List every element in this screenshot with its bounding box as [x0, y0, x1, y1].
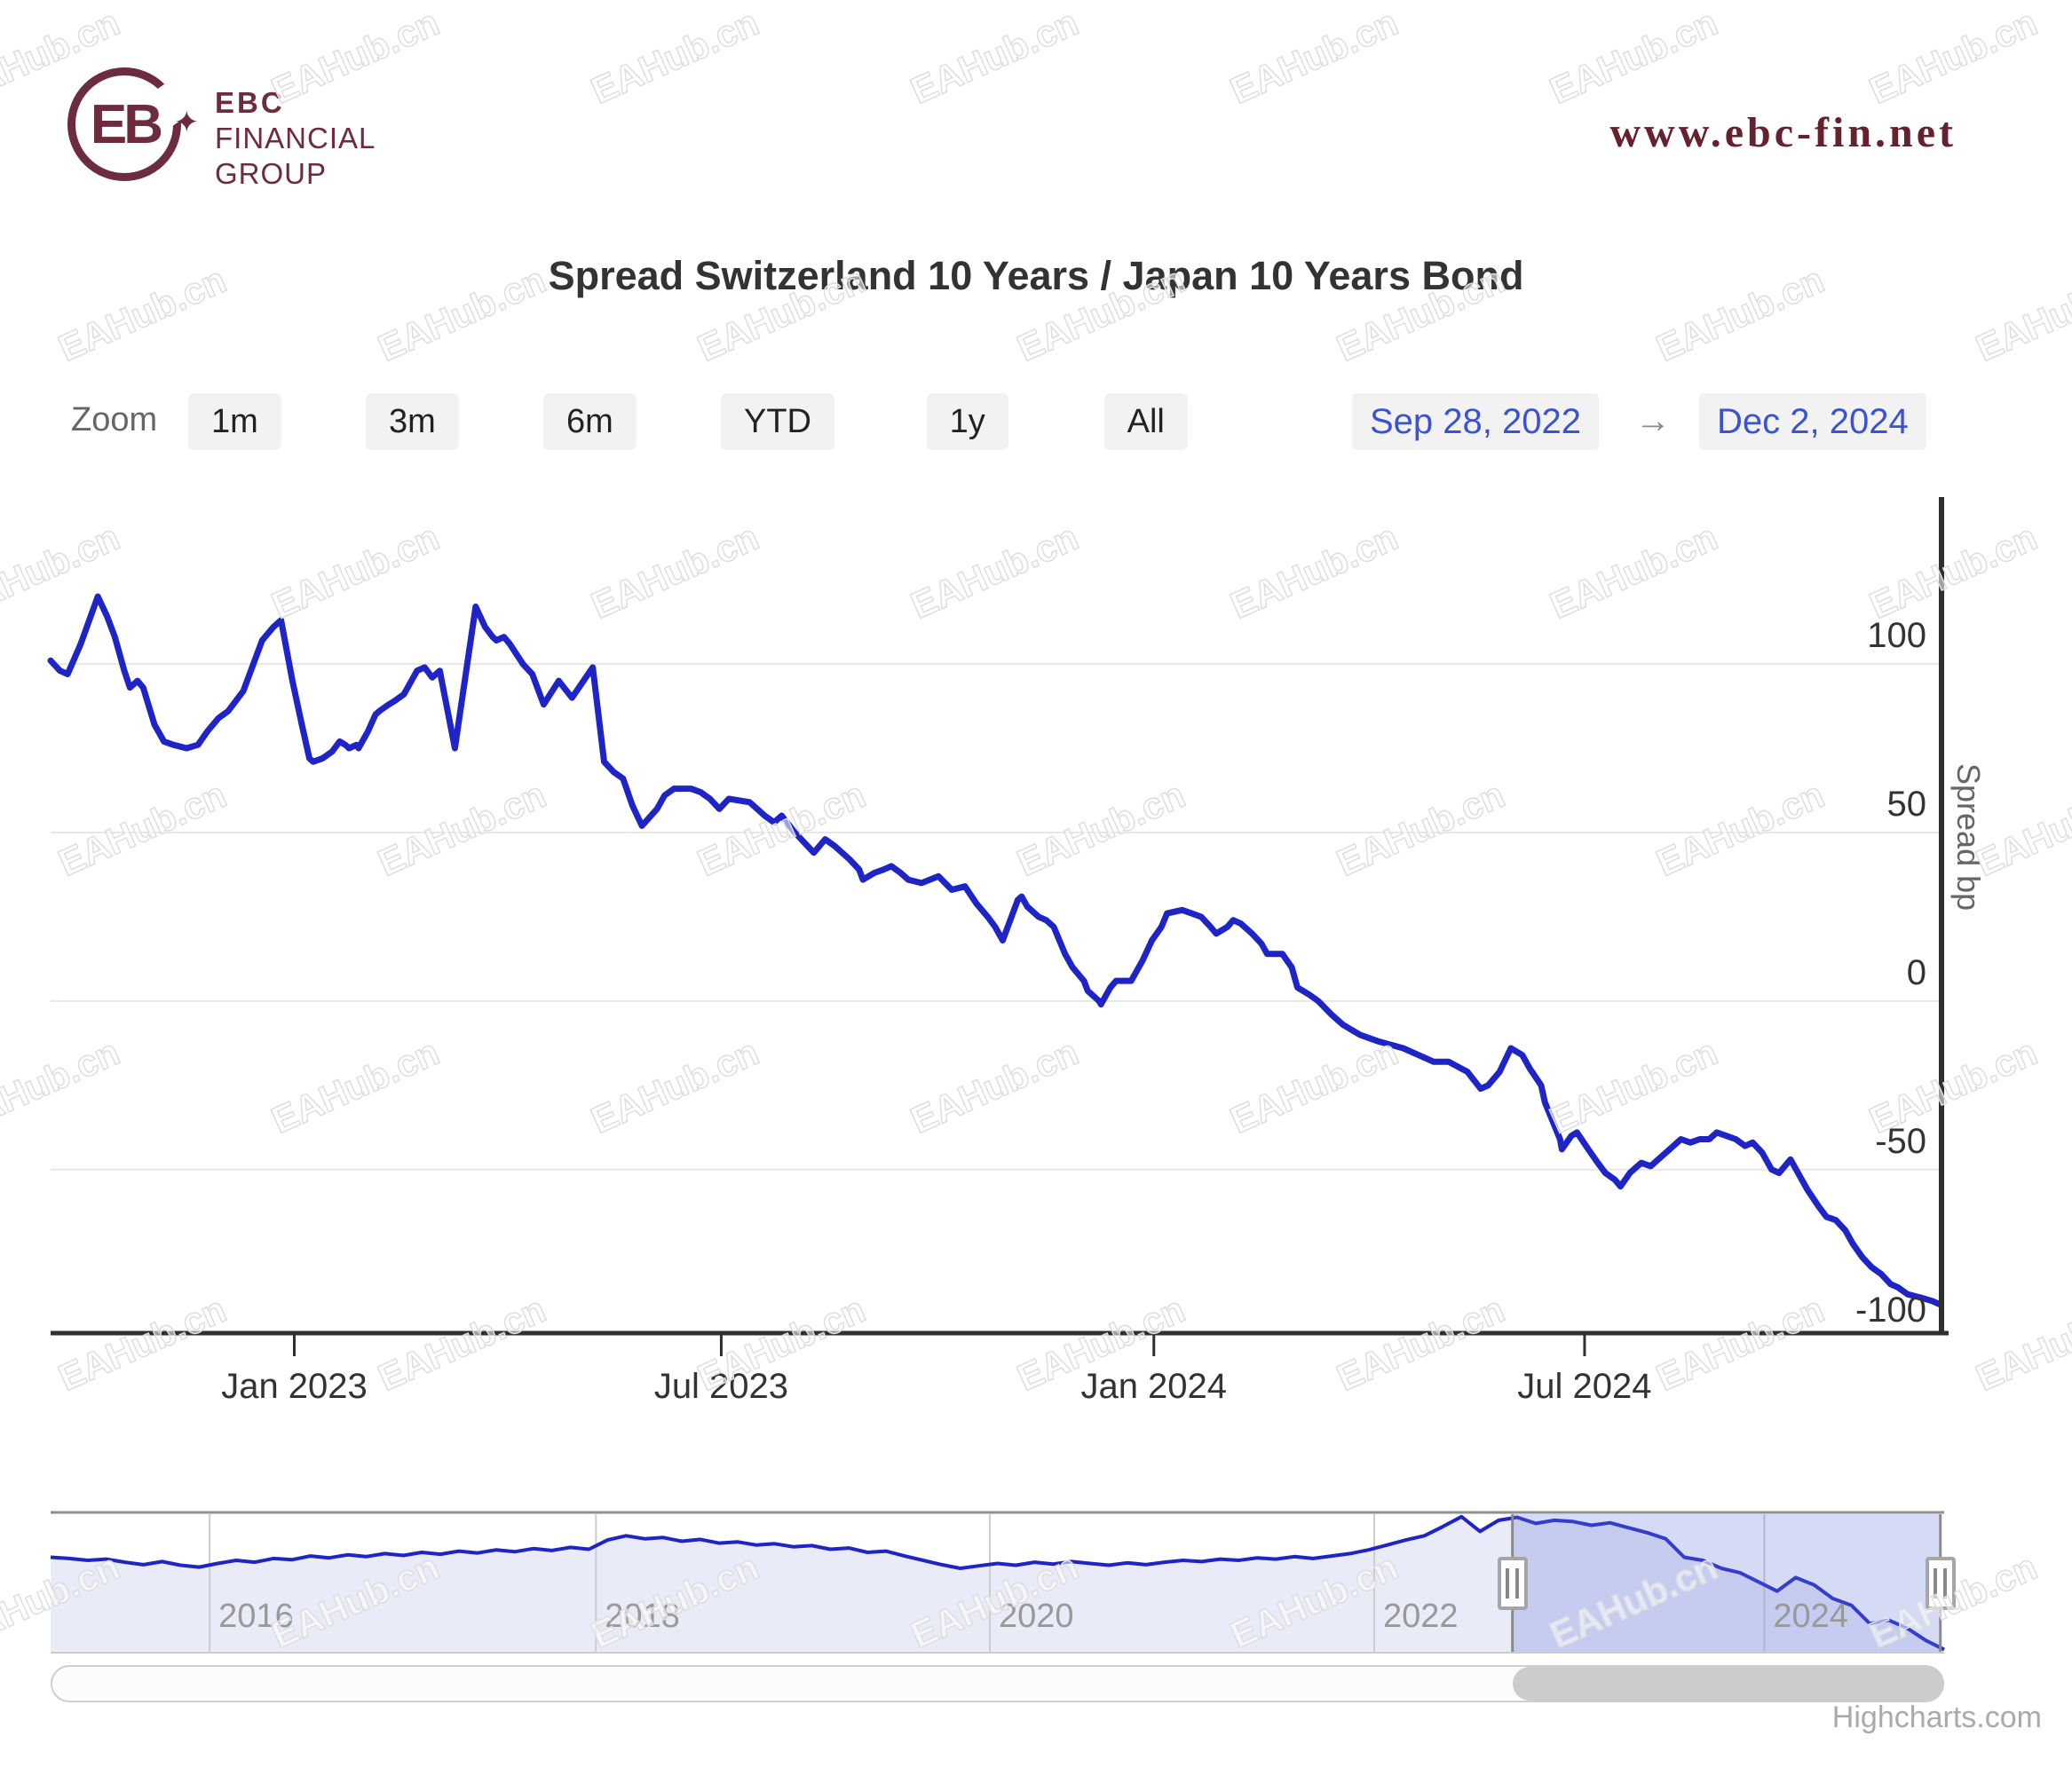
logo-line-1: EBC [215, 86, 285, 119]
navigator-right-handle[interactable] [1925, 1557, 1956, 1610]
x-axis-label: Jan 2023 [221, 1367, 368, 1406]
logo-line-3: GROUP [215, 157, 328, 190]
y-axis-label: -50 [1875, 1121, 1926, 1161]
navigator-year-label: 2022 [1382, 1598, 1459, 1635]
logo-line-2: FINANCIAL [215, 122, 376, 154]
zoom-button-1m[interactable]: 1m [188, 393, 281, 450]
x-axis-label: Jul 2023 [653, 1367, 789, 1406]
x-axis-label: Jan 2024 [1080, 1367, 1228, 1406]
y-axis-title: Spread bp [1950, 763, 1987, 912]
navigator-year-label: 2018 [605, 1598, 680, 1635]
zoom-button-6m[interactable]: 6m [543, 393, 637, 450]
page-title: Spread Switzerland 10 Years / Japan 10 Y… [548, 253, 1524, 298]
ebc-logo-monogram: EB [90, 94, 163, 155]
range-from-input[interactable]: Sep 28, 2022 [1352, 393, 1599, 450]
zoom-button-1y[interactable]: 1y [926, 393, 1008, 450]
scrollbar-thumb[interactable] [1512, 1667, 1944, 1701]
zoom-label: Zoom [71, 401, 158, 438]
sparkle-icon: ✦ [174, 106, 200, 139]
navigator-series-line [50, 1514, 1945, 1652]
zoom-button-ytd[interactable]: YTD [721, 393, 834, 450]
navigator-left-handle[interactable] [1497, 1557, 1528, 1610]
y-axis-label: -100 [1855, 1290, 1926, 1330]
range-arrow-icon: → [1635, 401, 1671, 440]
ebc-logo-text: EBC FINANCIAL GROUP [215, 85, 376, 192]
y-axis-label: 50 [1886, 784, 1927, 824]
main-series-line [47, 593, 1943, 1308]
zoom-button-3m[interactable]: 3m [366, 393, 459, 450]
ebc-logo-icon [67, 67, 181, 181]
navigator-year-label: 2024 [1773, 1598, 1848, 1635]
navigator-year-label: 2016 [218, 1598, 294, 1635]
x-axis-label: Jul 2024 [1517, 1367, 1652, 1406]
navigator-year-label: 2020 [998, 1598, 1074, 1635]
y-axis-label: 100 [1867, 616, 1926, 656]
navigator-selection-mask[interactable] [1512, 1514, 1941, 1653]
y-axis-label: 0 [1906, 952, 1926, 992]
highcharts-credit[interactable]: Highcharts.com [1831, 1701, 2042, 1734]
range-to-input[interactable]: Dec 2, 2024 [1699, 393, 1926, 450]
website-url: www.ebc-fin.net [1609, 109, 1957, 156]
zoom-button-all[interactable]: All [1103, 393, 1188, 450]
